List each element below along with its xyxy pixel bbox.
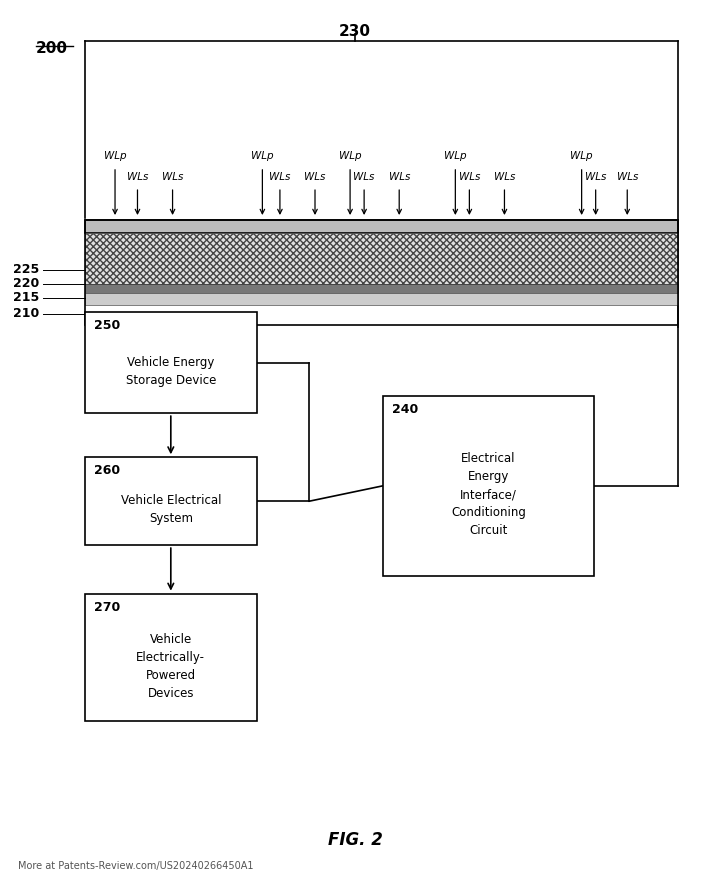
Text: WLp: WLp [251, 151, 273, 161]
Bar [85, 219, 678, 325]
Text: WLs: WLs [162, 172, 183, 182]
Text: FIG. 2: FIG. 2 [327, 830, 383, 849]
Text: WLs: WLs [493, 172, 515, 182]
Text: Electrical
Energy
Interface/
Conditioning
Circuit: Electrical Energy Interface/ Conditionin… [451, 452, 525, 537]
Text: 230: 230 [339, 23, 371, 38]
Bar [85, 219, 678, 233]
Text: 220: 220 [13, 277, 39, 290]
Bar [85, 457, 257, 545]
Text: 225: 225 [13, 264, 39, 276]
Text: 270: 270 [94, 600, 120, 614]
Text: WLs: WLs [616, 172, 638, 182]
Text: Vehicle Electrical
System: Vehicle Electrical System [121, 495, 221, 526]
Text: 215: 215 [13, 291, 39, 305]
Text: 250: 250 [94, 319, 120, 332]
Bar [383, 396, 594, 576]
Text: WLp: WLp [104, 151, 126, 161]
Text: Vehicle Energy
Storage Device: Vehicle Energy Storage Device [126, 356, 216, 387]
Text: WLp: WLp [339, 151, 361, 161]
Text: WLs: WLs [354, 172, 375, 182]
Bar [85, 593, 257, 721]
Text: Vehicle
Electrically-
Powered
Devices: Vehicle Electrically- Powered Devices [136, 632, 205, 700]
Text: WLs: WLs [305, 172, 326, 182]
Text: WLs: WLs [269, 172, 290, 182]
Text: WLs: WLs [585, 172, 606, 182]
Bar [85, 312, 257, 413]
Text: WLp: WLp [570, 151, 593, 161]
Text: WLs: WLs [459, 172, 480, 182]
Text: WLs: WLs [127, 172, 148, 182]
Bar [85, 293, 678, 305]
Text: 240: 240 [392, 402, 418, 416]
Text: 200: 200 [36, 41, 67, 56]
Text: WLs: WLs [388, 172, 410, 182]
Text: 260: 260 [94, 464, 120, 477]
Text: WLp: WLp [444, 151, 466, 161]
Text: 210: 210 [13, 307, 39, 321]
Bar [85, 233, 678, 284]
Text: More at Patents-Review.com/US20240266450A1: More at Patents-Review.com/US20240266450… [18, 860, 253, 870]
Bar [85, 284, 678, 293]
